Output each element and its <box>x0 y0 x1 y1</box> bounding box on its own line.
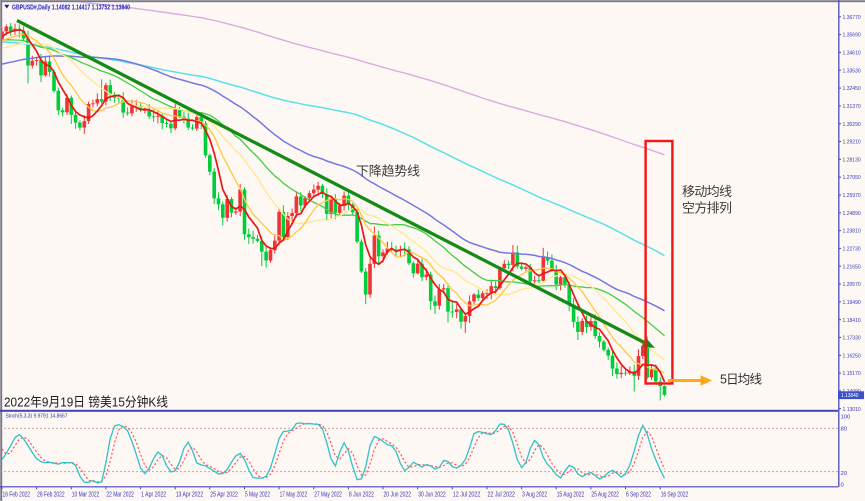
svg-text:27 May 2022: 27 May 2022 <box>314 491 342 498</box>
svg-text:1.23810: 1.23810 <box>843 229 862 235</box>
svg-text:1 Apr 2022: 1 Apr 2022 <box>141 491 166 498</box>
svg-text:2022年9月19日 镑美15分钟K线: 2022年9月19日 镑美15分钟K线 <box>4 395 168 410</box>
svg-text:17 May 2022: 17 May 2022 <box>280 491 308 498</box>
svg-text:0: 0 <box>841 483 845 489</box>
svg-text:10 Mar 2022: 10 Mar 2022 <box>72 491 100 498</box>
svg-text:1.36770: 1.36770 <box>843 15 862 21</box>
svg-text:5日均线: 5日均线 <box>720 373 762 387</box>
svg-text:100: 100 <box>841 414 852 420</box>
svg-text:1.35690: 1.35690 <box>843 33 862 39</box>
svg-text:80: 80 <box>841 426 848 432</box>
svg-text:20: 20 <box>841 471 848 477</box>
svg-text:20 Jun 2022: 20 Jun 2022 <box>384 491 412 498</box>
svg-text:1.19490: 1.19490 <box>843 300 862 306</box>
svg-text:5 May 2022: 5 May 2022 <box>245 491 270 498</box>
svg-text:1.15170: 1.15170 <box>843 371 862 377</box>
svg-text:1.32450: 1.32450 <box>843 86 862 92</box>
svg-text:1.30290: 1.30290 <box>843 122 862 128</box>
svg-text:1.24890: 1.24890 <box>843 211 862 217</box>
svg-text:8 Jun 2022: 8 Jun 2022 <box>349 491 374 498</box>
svg-text:下降趋势线: 下降趋势线 <box>356 164 420 179</box>
svg-text:13 Apr 2022: 13 Apr 2022 <box>176 491 204 498</box>
svg-text:1.21650: 1.21650 <box>843 264 862 270</box>
svg-text:1.27050: 1.27050 <box>843 175 862 181</box>
svg-text:1.28130: 1.28130 <box>843 157 862 163</box>
svg-text:3 Aug 2022: 3 Aug 2022 <box>522 491 547 498</box>
svg-text:22 Jul 2022: 22 Jul 2022 <box>488 491 516 498</box>
svg-text:1.20570: 1.20570 <box>843 282 862 288</box>
svg-text:15 Aug 2022: 15 Aug 2022 <box>557 491 585 498</box>
svg-text:22 Mar 2022: 22 Mar 2022 <box>106 491 134 498</box>
svg-text:1.33530: 1.33530 <box>843 68 862 74</box>
svg-text:1.25970: 1.25970 <box>843 193 862 199</box>
svg-text:1.31370: 1.31370 <box>843 104 862 110</box>
svg-text:30 Jun 2022: 30 Jun 2022 <box>418 491 446 498</box>
svg-text:25 Aug 2022: 25 Aug 2022 <box>591 491 619 498</box>
svg-text:1.22730: 1.22730 <box>843 247 862 253</box>
svg-text:1.13840: 1.13840 <box>841 393 859 399</box>
svg-text:6 Sep 2022: 6 Sep 2022 <box>626 491 651 498</box>
svg-text:1.34610: 1.34610 <box>843 51 862 57</box>
svg-text:GBPUSD#,Daily 1.14082 1.14417: GBPUSD#,Daily 1.14082 1.14417 1.13752 1.… <box>12 3 130 12</box>
svg-text:16 Feb 2022: 16 Feb 2022 <box>3 491 31 498</box>
svg-text:1.18410: 1.18410 <box>843 318 862 324</box>
svg-text:移动均线: 移动均线 <box>682 184 732 199</box>
svg-text:1.13010: 1.13010 <box>843 407 862 413</box>
svg-text:12 Jul 2022: 12 Jul 2022 <box>453 491 481 498</box>
svg-text:1.17330: 1.17330 <box>843 336 862 342</box>
svg-text:1.16250: 1.16250 <box>843 353 862 359</box>
svg-text:空方排列: 空方排列 <box>682 201 732 216</box>
svg-text:28 Feb 2022: 28 Feb 2022 <box>37 491 65 498</box>
svg-text:1.29210: 1.29210 <box>843 140 862 146</box>
svg-text:Stoch(5,3,3) 9.9791 14.8667: Stoch(5,3,3) 9.9791 14.8667 <box>6 413 68 419</box>
svg-text:25 Apr 2022: 25 Apr 2022 <box>210 491 238 498</box>
svg-text:16 Sep 2022: 16 Sep 2022 <box>661 491 689 498</box>
